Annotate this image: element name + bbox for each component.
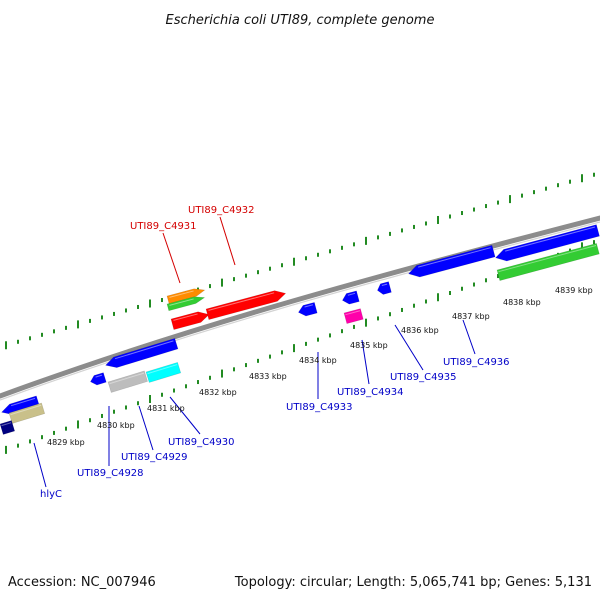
gene-label-uti89-c4936: UTI89_C4936 <box>443 357 510 368</box>
kbp-tick-label: 4839 kbp <box>555 286 593 295</box>
gene-c4936-arrow <box>407 244 496 278</box>
gene-label-leader-line <box>462 319 476 355</box>
gene-label-hlyc: hlyC <box>40 489 62 500</box>
gene-c4934-magenta-box <box>343 308 364 324</box>
gene-c4929-arrow <box>105 337 179 368</box>
gene-c4931-arrow <box>170 311 210 330</box>
gene-label-leader-line <box>219 216 236 266</box>
gene-c4932-arrow <box>205 290 287 320</box>
gene-c4936-green-band <box>496 242 600 281</box>
gene-label-uti89-c4933: UTI89_C4933 <box>286 402 353 413</box>
gene-label-uti89-c4935: UTI89_C4935 <box>390 372 457 383</box>
gene-c4934-arrow <box>342 290 360 305</box>
genome-backbone <box>0 215 600 401</box>
gene-c4936-right-arrow <box>494 224 600 262</box>
kbp-tick-label: 4829 kbp <box>47 438 85 447</box>
gene-label-uti89-c4931: UTI89_C4931 <box>130 221 197 232</box>
gene-c4930-cyan-box <box>145 361 182 383</box>
gene-labels: UTI89_C4932 UTI89_C4931 hlyC UTI89_C4928 UTI… <box>33 205 510 500</box>
tick-marks <box>5 172 595 454</box>
gene-small-blue-arrow <box>90 372 107 386</box>
kbp-tick-label: 4830 kbp <box>97 421 135 430</box>
gene-c4931-alt-orange <box>166 288 206 305</box>
gene-label-leader-line <box>162 232 181 284</box>
kbp-tick-label: 4831 kbp <box>147 404 185 413</box>
gene-label-leader-line <box>394 324 424 371</box>
gene-label-uti89-c4929: UTI89_C4929 <box>121 452 188 463</box>
gene-label-uti89-c4930: UTI89_C4930 <box>168 437 235 448</box>
gene-features <box>0 224 600 435</box>
gene-label-uti89-c4934: UTI89_C4934 <box>337 387 404 398</box>
gene-left-navy-box <box>0 420 16 435</box>
kbp-labels: 4829 kbp 4830 kbp 4831 kbp 4832 kbp 4833 kbp… <box>47 286 593 447</box>
kbp-tick-label: 4832 kbp <box>199 388 237 397</box>
gene-label-leader-line <box>138 405 154 451</box>
gene-label-leader-line <box>361 339 370 385</box>
kbp-tick-label: 4834 kbp <box>299 356 337 365</box>
genome-summary: Topology: circular; Length: 5,065,741 bp… <box>234 575 592 590</box>
accession-label: Accession: NC_007946 <box>8 575 156 590</box>
gene-c4931-alt-green <box>166 296 206 312</box>
kbp-tick-label: 4833 kbp <box>249 372 287 381</box>
kbp-tick-label: 4837 kbp <box>452 312 490 321</box>
gene-label-uti89-c4928: UTI89_C4928 <box>77 468 144 479</box>
map-title: Escherichia coli UTI89, complete genome <box>166 13 435 28</box>
gene-c4929-gray-box <box>107 370 148 393</box>
backbone-line <box>0 215 600 399</box>
gene-label-uti89-c4932: UTI89_C4932 <box>188 205 255 216</box>
kbp-tick-label: 4836 kbp <box>401 326 439 335</box>
kbp-tick-label: 4835 kbp <box>350 341 388 350</box>
backbone-highlight <box>0 221 600 401</box>
gene-label-leader-line <box>33 442 47 488</box>
gene-hlyc-khaki-box <box>8 402 46 424</box>
gene-c4933-arrow <box>297 301 318 317</box>
gene-c4935-arrow <box>377 281 392 295</box>
kbp-tick-label: 4838 kbp <box>503 298 541 307</box>
gene-label-leader-line <box>169 396 201 435</box>
